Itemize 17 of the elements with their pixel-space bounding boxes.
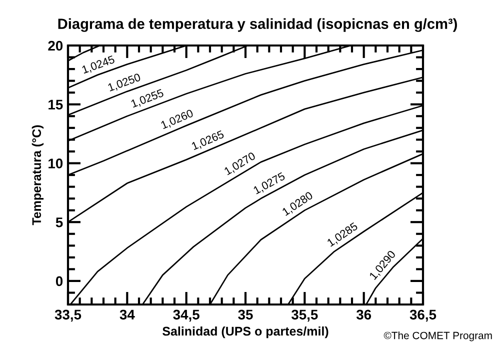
x-tick-label: 33,5 [54, 310, 82, 322]
x-tick-label: 35,5 [291, 310, 318, 322]
y-axis-title: Temperatura (°C) [32, 125, 44, 226]
y-tick-label: 0 [56, 276, 63, 286]
x-tick-label: 34,5 [173, 310, 200, 322]
x-tick-label: 34 [120, 310, 135, 320]
x-tick-label: 35 [238, 310, 253, 320]
x-axis-title: Salinidad (UPS o partes/mil) [162, 326, 328, 338]
y-tick-label: 20 [48, 40, 63, 51]
x-tick-label: 36,5 [410, 310, 436, 322]
y-tick-label: 15 [48, 100, 63, 110]
x-tick-label: 36 [356, 310, 372, 320]
y-tick-label: 5 [56, 218, 63, 228]
y-tick-label: 10 [48, 158, 63, 168]
text: 1,0245 [82, 55, 116, 75]
chart-title: Diagrama de temperatura y salinidad (isopicnas en g/cm³) [58, 18, 457, 32]
text: ©The COMET Program [384, 332, 492, 342]
